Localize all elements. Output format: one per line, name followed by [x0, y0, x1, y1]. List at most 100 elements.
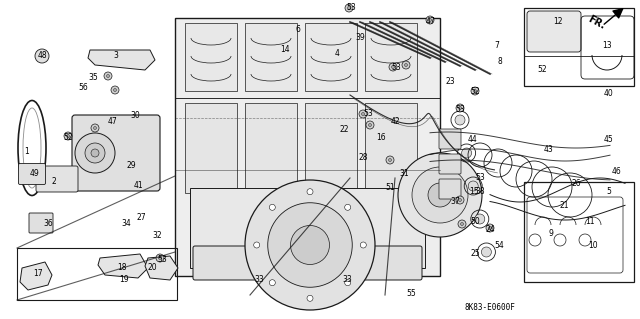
Polygon shape — [20, 262, 52, 290]
Text: 47: 47 — [108, 116, 118, 125]
Circle shape — [426, 16, 434, 24]
Circle shape — [345, 280, 351, 286]
Bar — [245, 103, 297, 193]
Circle shape — [104, 72, 112, 80]
Circle shape — [468, 181, 478, 191]
FancyBboxPatch shape — [19, 164, 45, 184]
FancyBboxPatch shape — [72, 115, 160, 191]
Circle shape — [85, 143, 105, 163]
Circle shape — [461, 222, 463, 226]
Circle shape — [475, 214, 485, 224]
Text: 8K83-E0600F: 8K83-E0600F — [465, 303, 515, 313]
Text: 30: 30 — [130, 110, 140, 120]
Circle shape — [159, 256, 161, 259]
Bar — [190, 188, 425, 268]
Circle shape — [456, 104, 464, 112]
Text: 23: 23 — [445, 77, 455, 85]
Polygon shape — [145, 256, 178, 280]
Text: 53: 53 — [391, 63, 401, 71]
Circle shape — [67, 135, 70, 137]
Circle shape — [269, 204, 275, 210]
Text: 34: 34 — [121, 219, 131, 227]
Text: 44: 44 — [467, 136, 477, 145]
Circle shape — [113, 88, 116, 92]
Text: 6: 6 — [296, 25, 300, 33]
Text: 41: 41 — [133, 181, 143, 189]
Circle shape — [345, 204, 351, 210]
Text: 52: 52 — [470, 87, 480, 97]
Circle shape — [428, 183, 452, 207]
Polygon shape — [88, 50, 155, 70]
Circle shape — [386, 156, 394, 164]
Text: 14: 14 — [280, 44, 290, 54]
Text: 18: 18 — [117, 263, 127, 272]
Circle shape — [111, 86, 119, 94]
Circle shape — [456, 196, 464, 204]
Text: 42: 42 — [390, 116, 400, 125]
Text: 26: 26 — [571, 179, 581, 188]
Text: 37: 37 — [450, 197, 460, 206]
FancyBboxPatch shape — [527, 11, 581, 52]
Circle shape — [245, 180, 375, 310]
Text: 27: 27 — [136, 212, 146, 221]
Text: 53: 53 — [346, 4, 356, 12]
Circle shape — [429, 19, 431, 21]
Text: 50: 50 — [470, 218, 480, 226]
Text: 25: 25 — [470, 249, 480, 257]
Text: 2: 2 — [52, 176, 56, 186]
Text: 49: 49 — [30, 169, 40, 179]
Circle shape — [461, 148, 472, 158]
Circle shape — [366, 121, 374, 129]
Text: 53: 53 — [363, 108, 373, 117]
Text: 33: 33 — [254, 275, 264, 284]
Circle shape — [412, 167, 468, 223]
Circle shape — [91, 149, 99, 157]
Circle shape — [268, 203, 352, 287]
Text: 24: 24 — [485, 226, 495, 234]
Text: FR.: FR. — [586, 14, 606, 32]
Text: 38: 38 — [475, 187, 485, 196]
Circle shape — [369, 123, 371, 127]
Circle shape — [362, 113, 365, 115]
Text: 20: 20 — [147, 263, 157, 272]
Text: 53: 53 — [475, 173, 485, 182]
Text: 21: 21 — [559, 201, 569, 210]
Bar — [524, 8, 634, 86]
Text: 36: 36 — [43, 219, 53, 228]
Text: 55: 55 — [406, 290, 416, 299]
Text: 19: 19 — [119, 275, 129, 284]
Text: 47: 47 — [426, 17, 436, 26]
Circle shape — [307, 189, 313, 195]
Circle shape — [488, 226, 492, 229]
FancyBboxPatch shape — [439, 129, 461, 149]
Text: 32: 32 — [152, 231, 162, 240]
Circle shape — [106, 75, 109, 78]
Text: 35: 35 — [88, 73, 98, 83]
Circle shape — [398, 153, 482, 237]
Text: 17: 17 — [33, 269, 43, 278]
Text: 3: 3 — [113, 50, 118, 60]
FancyBboxPatch shape — [36, 166, 78, 192]
Text: 9: 9 — [548, 229, 554, 239]
Bar — [185, 103, 237, 193]
Text: 8: 8 — [498, 57, 502, 66]
Circle shape — [458, 107, 461, 109]
Text: 22: 22 — [339, 125, 349, 135]
FancyBboxPatch shape — [193, 246, 422, 280]
Text: 5: 5 — [607, 188, 611, 197]
Bar — [305, 103, 357, 193]
Text: 13: 13 — [602, 41, 612, 50]
Bar — [524, 182, 634, 282]
Polygon shape — [98, 254, 148, 278]
Text: 56: 56 — [78, 84, 88, 93]
Circle shape — [348, 6, 351, 10]
Bar — [17, 248, 177, 300]
Circle shape — [389, 63, 397, 71]
Text: 29: 29 — [126, 161, 136, 170]
Text: 54: 54 — [494, 241, 504, 250]
FancyBboxPatch shape — [439, 154, 461, 174]
FancyBboxPatch shape — [439, 179, 461, 199]
Text: 33: 33 — [342, 275, 352, 284]
Bar — [185, 23, 237, 91]
Circle shape — [458, 198, 461, 202]
